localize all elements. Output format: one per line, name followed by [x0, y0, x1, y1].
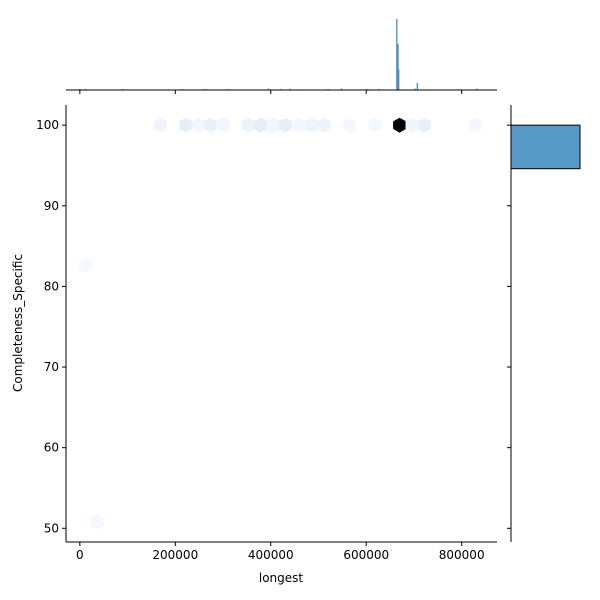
y-tick-label: 100: [36, 118, 59, 132]
top-histogram-bar: [416, 82, 418, 90]
y-tick-label: 80: [44, 279, 59, 293]
top-histogram-bar: [476, 88, 478, 90]
x-tick-label: 200000: [152, 548, 198, 562]
hexbin: [192, 117, 206, 133]
hexbin: [393, 117, 407, 133]
y-tick-label: 50: [44, 521, 59, 535]
hexbin: [179, 117, 193, 133]
hexbin: [368, 117, 382, 133]
top-histogram-bar: [397, 43, 399, 90]
x-tick-label: 0: [76, 548, 84, 562]
hexbin: [405, 117, 419, 133]
hexbin: [90, 514, 104, 530]
top-histogram-bar: [340, 88, 343, 90]
right-histogram-bar: [510, 124, 581, 170]
x-tick-label: 600000: [343, 548, 389, 562]
hexbin: [204, 117, 218, 133]
hexbin: [317, 117, 331, 133]
top-histogram-bar: [414, 88, 416, 90]
y-tick-label: 90: [44, 199, 59, 213]
right-marginal-histogram: [507, 105, 581, 542]
top-histogram-bar: [398, 69, 400, 90]
hexbin-layer: [79, 117, 482, 530]
x-tick-label: 400000: [248, 548, 294, 562]
x-axis-label: longest: [259, 571, 304, 585]
hexbin: [79, 257, 93, 273]
hexbin: [241, 117, 255, 133]
hexbin: [279, 117, 293, 133]
top-histogram-bar: [289, 88, 291, 90]
hexbin: [292, 117, 306, 133]
hexbin: [217, 117, 231, 133]
top-histogram-bar: [396, 19, 398, 90]
hexbin: [154, 117, 167, 133]
hexbin: [418, 117, 431, 133]
hexbin: [469, 117, 482, 133]
hexbin: [343, 117, 356, 133]
top-histogram-bar: [267, 88, 270, 90]
top-marginal-histogram: [66, 19, 497, 94]
hexbin: [305, 117, 319, 133]
y-axis-label: Completeness_Specific: [11, 254, 25, 392]
axes: 0 200000 400000 600000 800000 50 60 70 80 90 100: [36, 105, 497, 562]
y-tick-label: 70: [44, 360, 59, 374]
hexbin: [254, 117, 268, 133]
x-tick-label: 800000: [439, 548, 485, 562]
hexbin: [267, 117, 281, 133]
y-tick-label: 60: [44, 441, 59, 455]
